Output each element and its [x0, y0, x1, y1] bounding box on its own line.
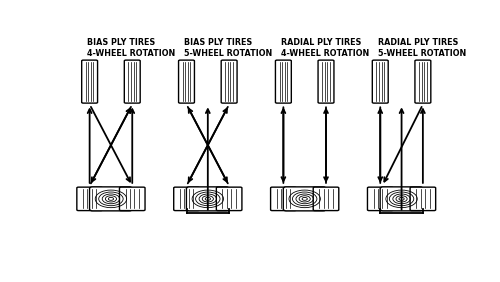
- FancyBboxPatch shape: [284, 187, 326, 211]
- FancyBboxPatch shape: [82, 60, 98, 103]
- Text: RADIAL PLY TIRES
4-WHEEL ROTATION: RADIAL PLY TIRES 4-WHEEL ROTATION: [281, 38, 370, 58]
- FancyBboxPatch shape: [270, 187, 296, 211]
- FancyBboxPatch shape: [90, 187, 132, 211]
- FancyBboxPatch shape: [174, 187, 200, 211]
- FancyBboxPatch shape: [410, 187, 436, 211]
- Text: BIAS PLY TIRES
5-WHEEL ROTATION: BIAS PLY TIRES 5-WHEEL ROTATION: [184, 38, 272, 58]
- FancyBboxPatch shape: [368, 187, 393, 211]
- FancyBboxPatch shape: [216, 187, 242, 211]
- Text: BIAS PLY TIRES
4-WHEEL ROTATION: BIAS PLY TIRES 4-WHEEL ROTATION: [88, 38, 176, 58]
- FancyBboxPatch shape: [77, 187, 102, 211]
- Text: RADIAL PLY TIRES
5-WHEEL ROTATION: RADIAL PLY TIRES 5-WHEEL ROTATION: [378, 38, 466, 58]
- FancyBboxPatch shape: [372, 60, 388, 103]
- FancyBboxPatch shape: [186, 187, 229, 211]
- FancyBboxPatch shape: [380, 187, 423, 211]
- FancyBboxPatch shape: [276, 60, 291, 103]
- FancyBboxPatch shape: [120, 187, 145, 211]
- FancyBboxPatch shape: [178, 60, 194, 103]
- FancyBboxPatch shape: [124, 60, 140, 103]
- FancyBboxPatch shape: [415, 60, 431, 103]
- FancyBboxPatch shape: [313, 187, 339, 211]
- FancyBboxPatch shape: [318, 60, 334, 103]
- FancyBboxPatch shape: [221, 60, 237, 103]
